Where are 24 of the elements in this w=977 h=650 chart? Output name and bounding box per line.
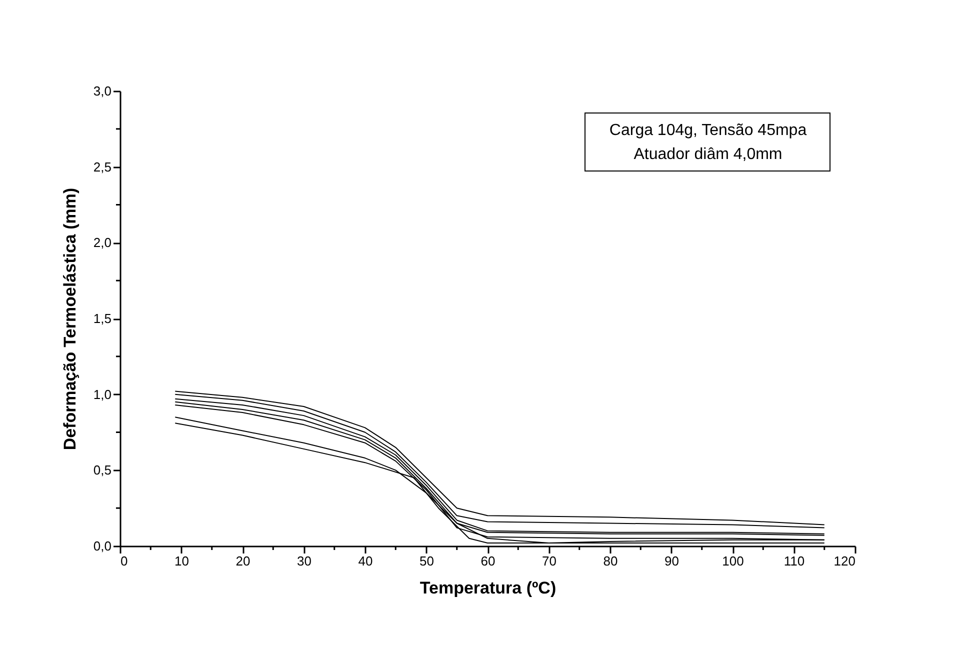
x-tick-label: 90 [664,554,679,568]
x-tick-label: 30 [297,554,312,568]
x-tick-label: 20 [236,554,250,568]
y-tick-label: 3,0 [93,84,112,98]
x-tick-label: 50 [420,554,434,568]
annotation: Atuador diâm 4,0mm [634,146,782,163]
x-tick-label: 0 [120,554,128,568]
x-tick-label: 40 [358,554,373,568]
y-tick-label: 0,5 [93,462,112,478]
y-tick-label: 1,0 [93,386,112,402]
x-tick-label: 80 [603,554,618,568]
x-axis-title: Temperatura (ºC) [420,578,556,598]
y-tick-label: 2,5 [93,159,112,174]
x-tick-label: 60 [480,554,496,568]
annotation: Carga 104g, Tensão 45mpa [609,122,807,139]
x-tick-label: 10 [174,554,189,568]
x-tick-label: 120 [834,554,856,568]
x-tick-label: 100 [722,554,744,568]
y-axis-title: Deformação Termoelástica (mm) [60,188,80,450]
y-tick-label: 1,5 [93,311,112,326]
x-tick-label: 110 [784,554,805,568]
y-tick-label: 0,0 [93,538,112,554]
x-tick-label: 70 [542,554,556,568]
y-tick-label: 2,0 [93,235,112,250]
